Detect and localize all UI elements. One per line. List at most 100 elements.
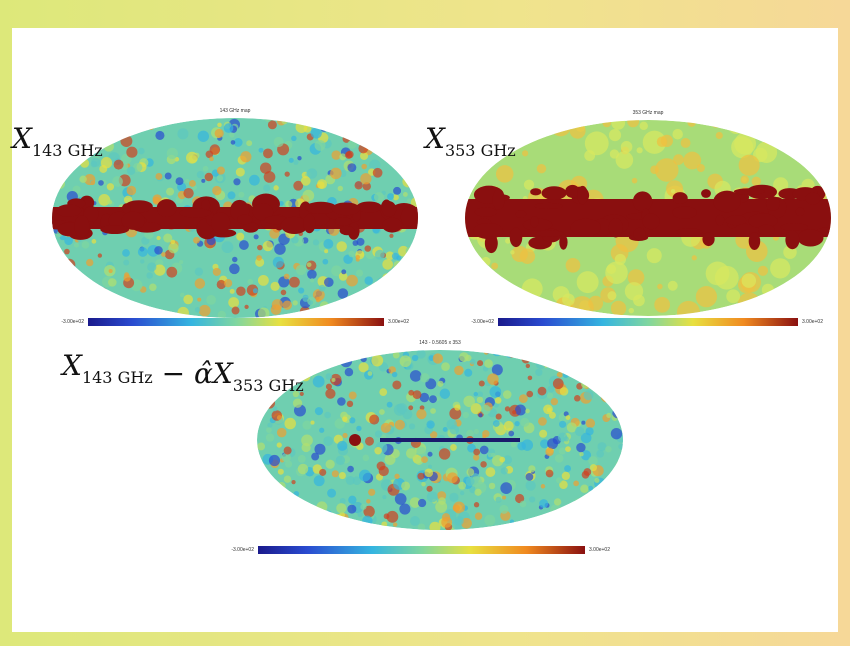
map-texture [538,387,547,396]
map-texture [590,464,597,471]
map-texture [375,431,382,438]
map-texture [278,469,284,475]
galactic-plane-edge [516,210,527,218]
map-texture [426,420,434,428]
map-texture [168,243,178,253]
map-texture [199,305,211,317]
map-texture [562,293,575,306]
map-texture [410,516,420,526]
map-texture [82,241,90,249]
map-texture [127,167,135,175]
map-texture [706,262,730,286]
map-texture [346,476,355,485]
map-texture [565,446,571,452]
map-texture [392,253,399,260]
map-texture [770,258,790,278]
map-texture [598,442,607,451]
map-texture [539,430,547,438]
map-texture [203,166,209,172]
map-texture [347,401,353,407]
map-texture [361,164,367,170]
galactic-plane-edge [56,204,81,217]
map-texture [217,167,225,175]
map-texture [579,452,583,456]
galactic-plane-edge [510,228,523,248]
map-texture [254,234,259,239]
map-texture [504,421,514,431]
map-texture [263,148,273,158]
map-texture [522,439,534,451]
map-texture [229,264,240,275]
map-texture [479,381,485,387]
galactic-plane-edge [785,231,799,250]
map-texture [317,179,327,189]
map-texture [298,455,306,463]
map-texture [752,177,761,186]
map-texture [348,251,355,258]
map-texture [726,289,740,303]
map-texture [293,300,298,305]
map-texture [336,241,347,252]
map-texture [692,255,697,260]
map-texture [668,281,678,291]
map-texture [201,179,205,183]
map-texture [596,450,604,458]
map-texture [302,421,311,430]
map-texture [397,403,408,414]
map-texture [277,428,287,438]
map-texture [301,176,311,186]
map-texture [621,141,633,153]
map-texture [493,420,500,427]
map-texture [460,491,464,495]
galactic-plane-edge [74,215,89,237]
map-texture [310,421,314,425]
map-texture [92,239,97,244]
map-texture [274,243,286,255]
map-texture [259,148,264,153]
map-texture [547,408,552,413]
map-texture [609,129,621,141]
map-texture [195,268,203,276]
galactic-plane-edge [633,228,646,240]
map-texture [454,516,463,525]
map-texture [556,477,562,483]
map-texture [696,286,717,307]
map-texture [323,239,333,249]
map-texture [511,442,517,448]
map-texture [528,465,535,472]
map-texture [610,149,619,158]
map-texture [249,175,260,186]
map-texture [298,287,304,293]
map-texture [392,380,401,389]
map-texture [347,163,356,172]
map-texture [356,255,361,260]
map-texture [416,447,426,457]
map-texture [458,482,466,490]
map-texture [373,168,383,178]
map-texture [428,452,433,457]
galactic-plane-edge [211,212,230,234]
map-texture [338,288,349,299]
map-texture [156,236,160,240]
map-texture [147,262,156,271]
map-texture [122,249,130,257]
map-texture [379,388,387,396]
galactic-plane-edge [577,186,588,204]
map-texture [440,389,450,399]
panel-background [12,28,838,632]
galactic-plane-edge [673,192,688,204]
map-texture [654,297,670,313]
map-texture [349,392,357,400]
map-texture [475,512,482,519]
map-texture [438,497,446,505]
map-texture [307,270,317,280]
map-texture [267,423,272,428]
map-texture [564,436,569,441]
map-texture [389,234,393,238]
colorbar-max-label: 3.00e+02 [589,547,610,553]
map-texture [584,390,594,400]
map-texture [224,279,232,287]
map-texture [319,469,326,476]
map-texture [424,469,433,478]
map-texture [239,240,249,250]
